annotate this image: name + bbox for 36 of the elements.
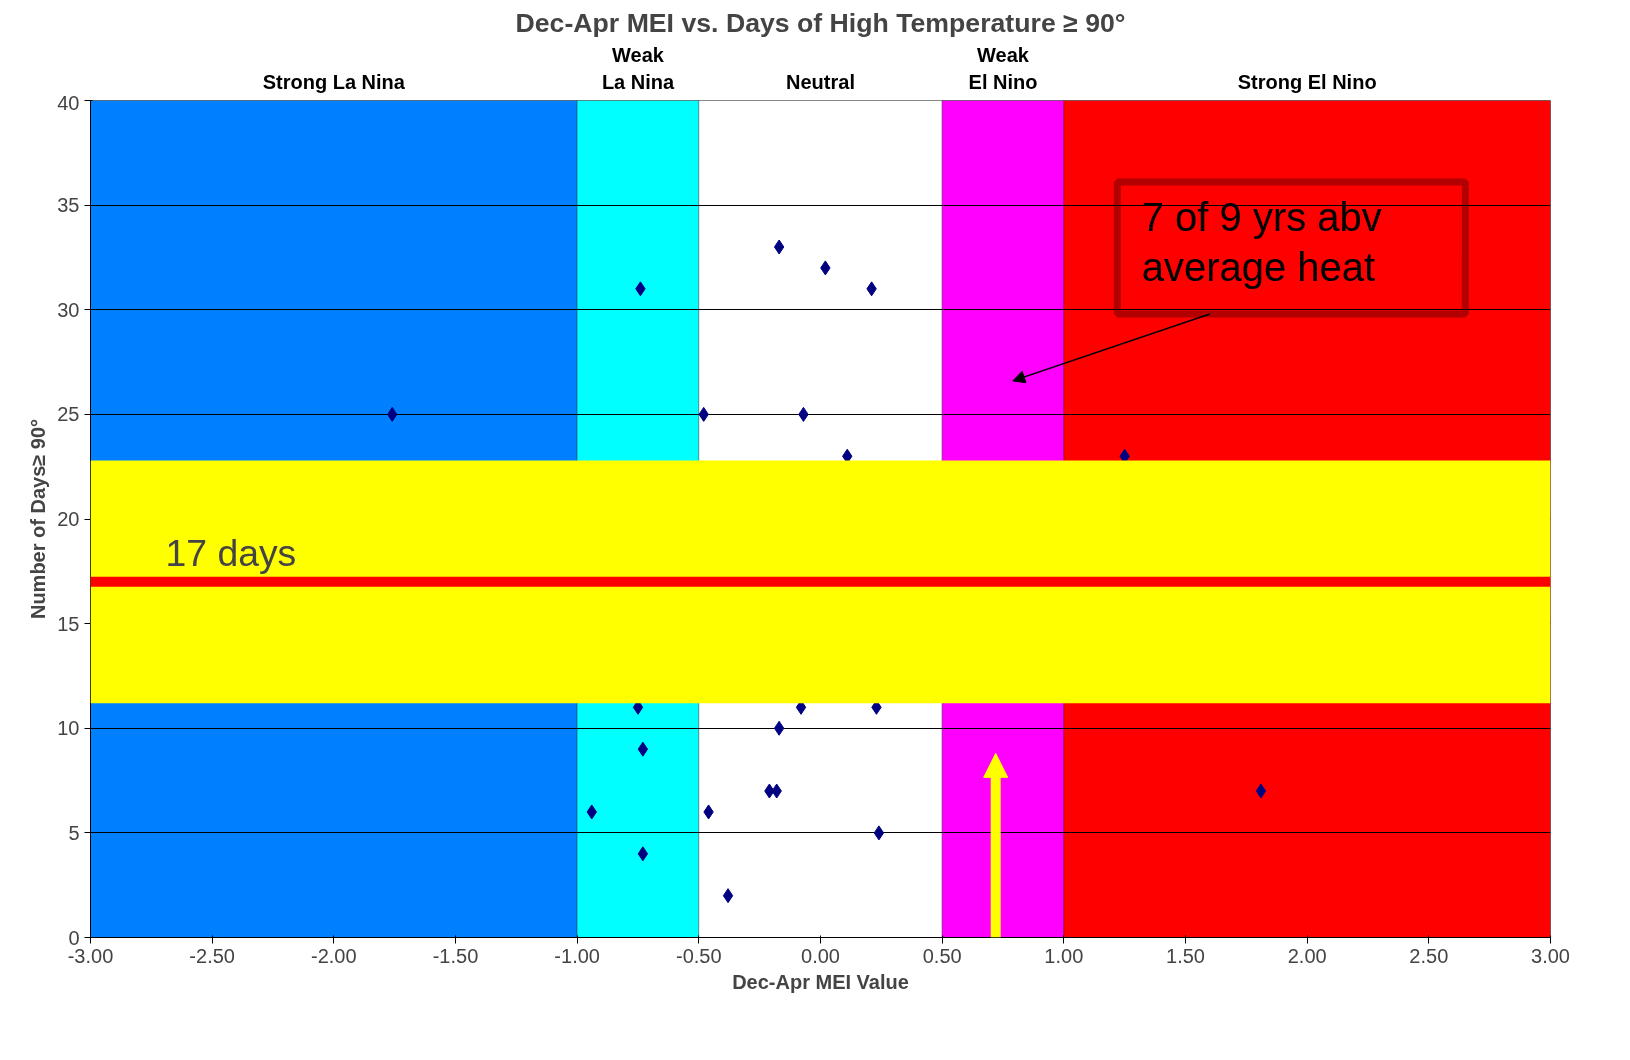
x-tick-label: 0.50 [922, 944, 962, 967]
y-tick-label: 10 [57, 717, 80, 740]
x-tick-label: 1.00 [1044, 944, 1084, 967]
y-tick-label: 15 [57, 612, 80, 635]
x-tick-label: -1.50 [432, 944, 479, 967]
point [637, 846, 649, 862]
y-axis-title: Number of Days≥ 90° [27, 418, 50, 620]
x-tick-label: 2.00 [1287, 944, 1327, 967]
y-tick-label: 35 [57, 194, 80, 217]
band-label: Strong La Nina [262, 70, 406, 93]
x-tick-label: -2.00 [311, 944, 357, 967]
chart-title: Dec-Apr MEI vs. Days of High Temperature ≥ 90° [515, 7, 1126, 38]
x-axis-title: Dec-Apr MEI Value [732, 970, 909, 993]
point [722, 888, 734, 904]
x-tick-label: -2.50 [189, 944, 235, 967]
ref-line-label: 17 days [165, 531, 297, 574]
x-tick-label: -1.00 [554, 944, 600, 967]
band-label: Weak La Nina [601, 44, 675, 93]
point [873, 825, 885, 841]
x-tick-label: 1.50 [1166, 944, 1205, 967]
band-label: Weak El Nino [968, 44, 1038, 93]
x-tick-label: 3.00 [1531, 944, 1570, 967]
point [1255, 783, 1267, 799]
x-tick-label: 2.50 [1409, 944, 1449, 967]
y-tick-label: 30 [57, 298, 80, 321]
x-tick-label: -0.50 [676, 944, 722, 967]
y-tick-label: 20 [57, 508, 80, 530]
point [637, 741, 649, 757]
point [773, 239, 785, 255]
point [773, 720, 785, 736]
y-tick-label: 25 [57, 403, 80, 426]
band-label: Neutral [786, 70, 855, 93]
band-label: Strong El Nino [1237, 70, 1377, 93]
x-tick-label: 0.00 [801, 944, 840, 967]
y-tick-label: 5 [68, 821, 80, 844]
y-tick-label: 40 [57, 91, 80, 114]
